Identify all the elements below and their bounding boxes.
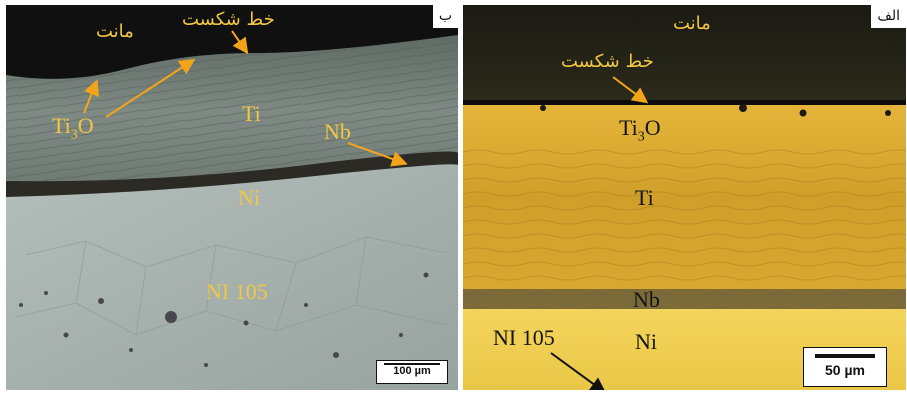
- oxide-label-a-tail: O: [644, 115, 661, 140]
- ni-label-b: Ni: [238, 185, 260, 210]
- oxide-label-b-main: Ti: [52, 113, 71, 138]
- mount-label-a: مانت: [673, 13, 711, 34]
- oxide-label-b-tail: O: [77, 113, 94, 138]
- scale-bar-b-label: 100 µm: [393, 365, 431, 377]
- panel-tag-a: الف: [871, 5, 906, 28]
- micrograph-panel-a: الف مانت خط شکست Ti3O Ti Nb Ni NI 105 50…: [463, 5, 906, 390]
- fracture-line-label-b: خط شکست: [182, 9, 275, 30]
- scale-bar-a-line: [815, 354, 875, 358]
- micrograph-panel-b: ب مانت خط شکست Ti3O Ti Nb Ni NI 105 100 …: [6, 5, 458, 390]
- oxide-label-b: Ti3O: [52, 115, 94, 142]
- ti-label-a: Ti: [635, 185, 654, 210]
- alloy-label-b: NI 105: [206, 279, 268, 304]
- oxide-label-a-main: Ti: [619, 115, 638, 140]
- oxide-label-a: Ti3O: [619, 117, 661, 144]
- nb-label-b: Nb: [324, 119, 351, 144]
- scale-bar-b: 100 µm: [376, 360, 448, 384]
- scale-bar-a: 50 µm: [803, 347, 887, 387]
- scale-bar-b-line: [384, 363, 440, 365]
- ti-label-b: Ti: [242, 101, 261, 126]
- oxide-label-b-sub: 3: [70, 127, 78, 143]
- oxide-label-a-sub: 3: [637, 129, 645, 145]
- scale-bar-a-label: 50 µm: [825, 362, 865, 378]
- fracture-line-label-a: خط شکست: [561, 51, 654, 72]
- micrograph-b-image: [6, 5, 458, 390]
- mount-label-b: مانت: [96, 21, 134, 42]
- panel-tag-b: ب: [432, 5, 458, 28]
- ni-label-a: Ni: [635, 329, 657, 354]
- alloy-label-a: NI 105: [493, 325, 555, 350]
- nb-label-a: Nb: [633, 287, 660, 312]
